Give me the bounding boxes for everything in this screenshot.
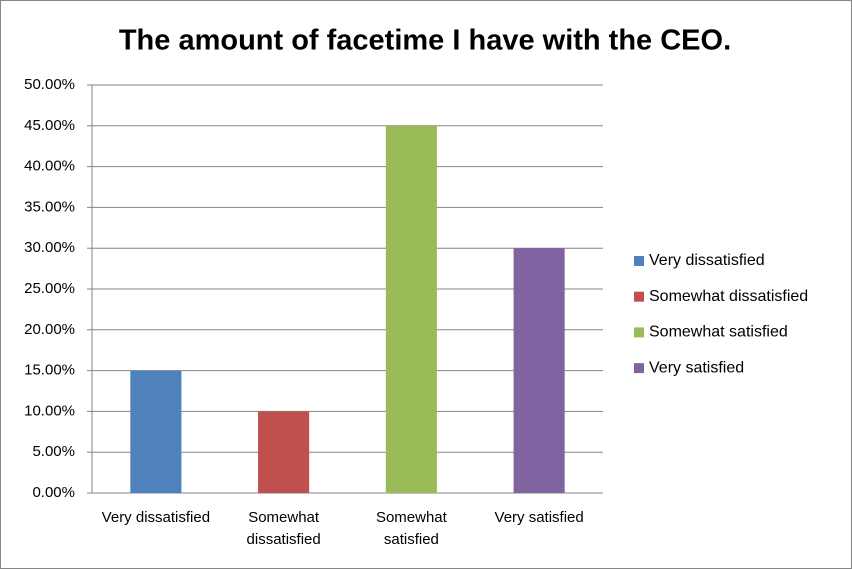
legend-swatch bbox=[634, 291, 644, 302]
x-tick-label-box: Somewhat satisfied bbox=[375, 509, 447, 548]
legend-label: Very satisfied bbox=[649, 359, 744, 376]
y-tick-label: 20.00% bbox=[24, 321, 75, 338]
y-tick-label: 5.00% bbox=[32, 443, 75, 460]
legend-swatch bbox=[634, 256, 644, 266]
y-tick-label: 35.00% bbox=[24, 198, 75, 215]
bar bbox=[130, 370, 182, 493]
legend-label: Somewhat satisfied bbox=[649, 324, 788, 341]
x-tick-label: Somewhat dissatisfied bbox=[246, 509, 321, 548]
chart-title: The amount of facetime I have with the C… bbox=[119, 25, 731, 57]
legend-label: Very dissatisfied bbox=[649, 252, 765, 269]
y-tick-label: 40.00% bbox=[24, 158, 75, 175]
legend-swatch bbox=[634, 327, 644, 338]
y-tick-label: 50.00% bbox=[24, 76, 75, 93]
bar bbox=[258, 411, 310, 493]
legend-swatch bbox=[634, 363, 644, 374]
y-tick-label: 45.00% bbox=[24, 117, 75, 134]
x-tick-label-box: Somewhat dissatisfied bbox=[246, 509, 321, 548]
x-tick-label: Very satisfied bbox=[494, 509, 584, 526]
y-tick-label: 10.00% bbox=[24, 402, 75, 419]
y-tick-label: 25.00% bbox=[24, 280, 75, 297]
y-tick-label: 30.00% bbox=[24, 239, 75, 256]
x-tick-label: Somewhat satisfied bbox=[375, 509, 447, 548]
bar bbox=[513, 248, 565, 493]
y-tick-label: 15.00% bbox=[24, 362, 75, 379]
x-tick-label: Very dissatisfied bbox=[101, 509, 211, 526]
legend-label: Somewhat dissatisfied bbox=[649, 288, 808, 305]
bar bbox=[385, 125, 437, 494]
y-tick-label: 0.00% bbox=[32, 484, 75, 501]
x-tick-label-box: Very satisfied bbox=[494, 509, 584, 526]
x-tick-label-box: Very dissatisfied bbox=[101, 509, 211, 526]
